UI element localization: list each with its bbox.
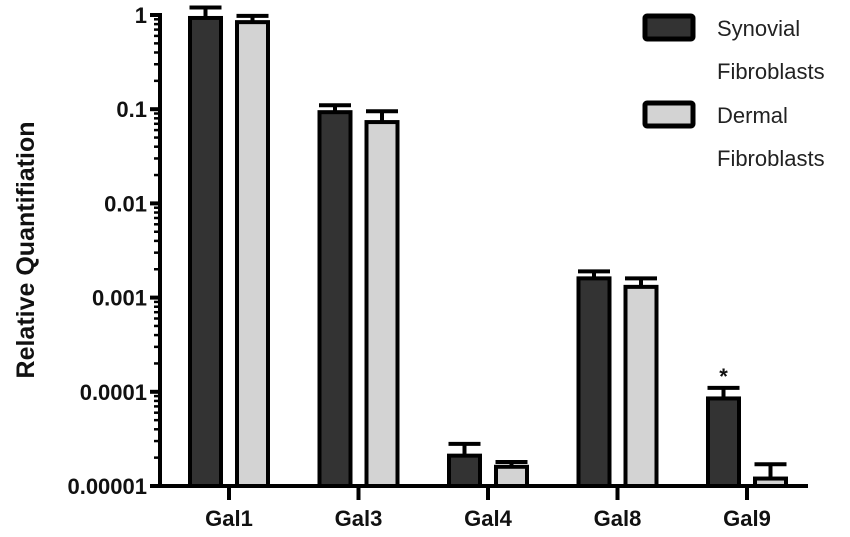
- y-tick-label: 0.1: [116, 97, 147, 122]
- y-tick-label: 0.001: [92, 286, 147, 311]
- x-tick-label: Gal3: [335, 506, 383, 531]
- bar-gal8-synovial: [576, 276, 612, 488]
- legend-label: Fibroblasts: [717, 146, 825, 171]
- bar-gal3-synovial: [317, 110, 353, 488]
- y-tick-label: 0.01: [104, 191, 147, 216]
- x-tick-label: Gal1: [205, 506, 253, 531]
- y-axis: 1 0.1 0.01 0.001 0.0001 0.00001: [67, 3, 162, 499]
- x-tick-label: Gal9: [723, 506, 771, 531]
- bar-gal4-dermal: [494, 464, 529, 489]
- bar-gal1-synovial: [188, 15, 223, 489]
- x-tick-label: Gal4: [464, 506, 512, 531]
- bar-gal8-dermal: [623, 284, 659, 489]
- legend: Synovial Fibroblasts Dermal Fibroblasts: [642, 13, 825, 171]
- bar-gal3-dermal: [364, 120, 400, 489]
- y-axis-label: Relative Quantifiation: [12, 122, 40, 379]
- y-tick-label: 0.0001: [80, 380, 147, 405]
- legend-label: Fibroblasts: [717, 59, 825, 84]
- significance-asterisk: *: [719, 364, 728, 389]
- legend-swatch: [642, 100, 696, 129]
- legend-swatch: [642, 13, 696, 42]
- bars: *: [188, 5, 788, 489]
- legend-label: Synovial: [717, 16, 800, 41]
- bar-gal4-synovial: [447, 453, 482, 488]
- bar-gal1-dermal: [235, 20, 270, 488]
- bar-gal9-synovial: [706, 396, 741, 488]
- bar-gal9-dermal: [753, 476, 788, 489]
- x-axis: Gal1 Gal3 Gal4 Gal8 Gal9: [158, 484, 808, 531]
- y-tick-label: 0.00001: [67, 474, 147, 499]
- legend-label: Dermal: [717, 103, 788, 128]
- x-tick-label: Gal8: [594, 506, 642, 531]
- y-tick-label: 1: [135, 3, 147, 28]
